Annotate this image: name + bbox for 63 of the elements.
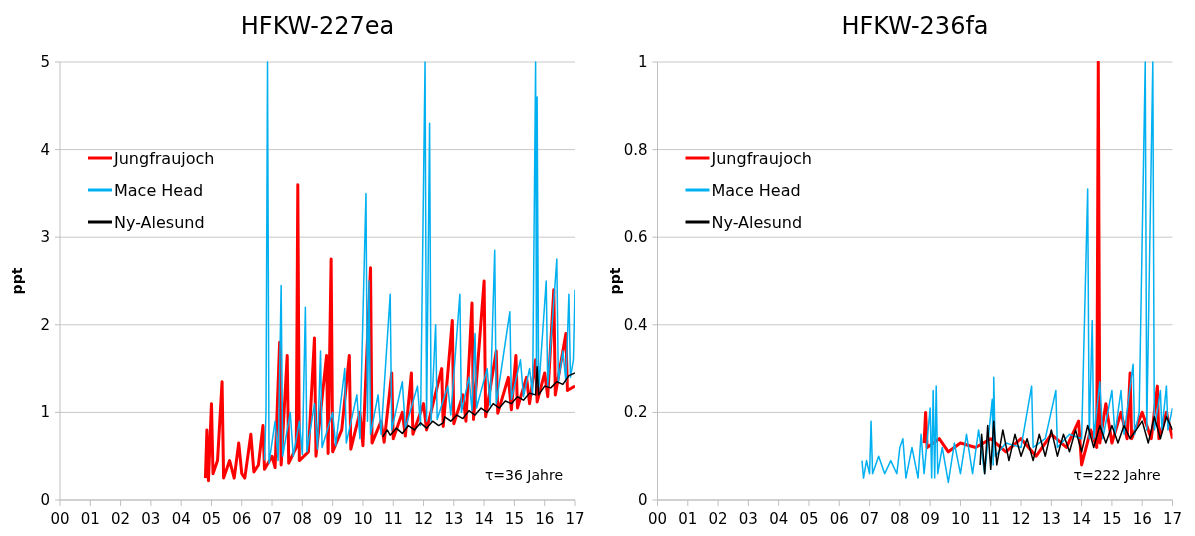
x-tick-label: 15 xyxy=(504,510,524,528)
x-tick-label: 04 xyxy=(171,510,191,528)
legend-label: Ny-Alesund xyxy=(711,213,803,232)
x-tick-label: 00 xyxy=(50,510,70,528)
y-tick-label: 0.8 xyxy=(623,140,648,159)
y-tick-label: 1 xyxy=(40,403,50,422)
y-axis-title: ppt xyxy=(606,267,623,295)
x-tick-label: 10 xyxy=(950,510,970,528)
x-tick-label: 14 xyxy=(474,510,494,528)
x-tick-label: 03 xyxy=(738,510,758,528)
x-tick-label: 04 xyxy=(769,510,789,528)
y-axis-title: ppt xyxy=(9,267,25,295)
x-tick-label: 01 xyxy=(678,510,698,528)
y-tick-label: 2 xyxy=(40,315,50,334)
x-tick-label: 02 xyxy=(111,510,131,528)
line-series xyxy=(263,61,575,464)
x-tick-label: 07 xyxy=(262,510,282,528)
legend-label: Mace Head xyxy=(711,181,801,200)
x-tick-label: 17 xyxy=(1162,510,1183,528)
y-tick-label: 0.4 xyxy=(623,315,648,334)
x-tick-label: 03 xyxy=(141,510,161,528)
x-tick-label: 15 xyxy=(1102,510,1122,528)
y-tick-label: 0.6 xyxy=(623,228,648,247)
annotation: τ=36 Jahre xyxy=(484,467,563,483)
x-tick-label: 05 xyxy=(201,510,222,528)
x-tick-label: 06 xyxy=(232,510,252,528)
annotation: τ=222 Jahre xyxy=(1073,467,1161,483)
x-tick-label: 01 xyxy=(80,510,100,528)
x-tick-label: 11 xyxy=(981,510,1001,528)
x-tick-label: 06 xyxy=(829,510,849,528)
x-tick-label: 05 xyxy=(799,510,819,528)
x-tick-label: 17 xyxy=(565,510,585,528)
x-tick-label: 08 xyxy=(890,510,910,528)
x-tick-label: 12 xyxy=(1011,510,1031,528)
legend-label: Jungfraujoch xyxy=(710,149,812,168)
x-tick-label: 16 xyxy=(535,510,555,528)
y-tick-label: 0 xyxy=(40,491,50,509)
x-tick-label: 02 xyxy=(708,510,728,528)
y-tick-label: 3 xyxy=(40,228,50,247)
chart-title: HFKW-227ea xyxy=(240,12,395,40)
line-series xyxy=(381,366,575,438)
x-tick-label: 14 xyxy=(1072,510,1092,528)
x-tick-label: 16 xyxy=(1132,510,1152,528)
y-tick-label: 4 xyxy=(40,140,50,159)
x-tick-label: 11 xyxy=(383,510,403,528)
x-tick-label: 09 xyxy=(920,510,940,528)
y-tick-label: 0 xyxy=(637,491,648,509)
line-series xyxy=(861,61,1173,484)
x-tick-label: 12 xyxy=(413,510,434,528)
chart-title: HFKW-236fa xyxy=(841,12,989,40)
legend-label: Ny-Alesund xyxy=(114,213,205,232)
y-tick-label: 5 xyxy=(40,53,50,71)
x-tick-label: 10 xyxy=(353,510,373,528)
y-tick-label: 1 xyxy=(637,53,648,71)
x-tick-label: 00 xyxy=(647,510,668,528)
y-tick-label: 0.2 xyxy=(623,403,648,422)
legend-label: Jungfraujoch xyxy=(113,149,215,168)
x-tick-label: 13 xyxy=(1041,510,1061,528)
x-tick-label: 09 xyxy=(323,510,343,528)
x-tick-label: 13 xyxy=(444,510,464,528)
x-tick-label: 07 xyxy=(860,510,880,528)
x-tick-label: 08 xyxy=(292,510,312,528)
legend-label: Mace Head xyxy=(114,181,204,200)
